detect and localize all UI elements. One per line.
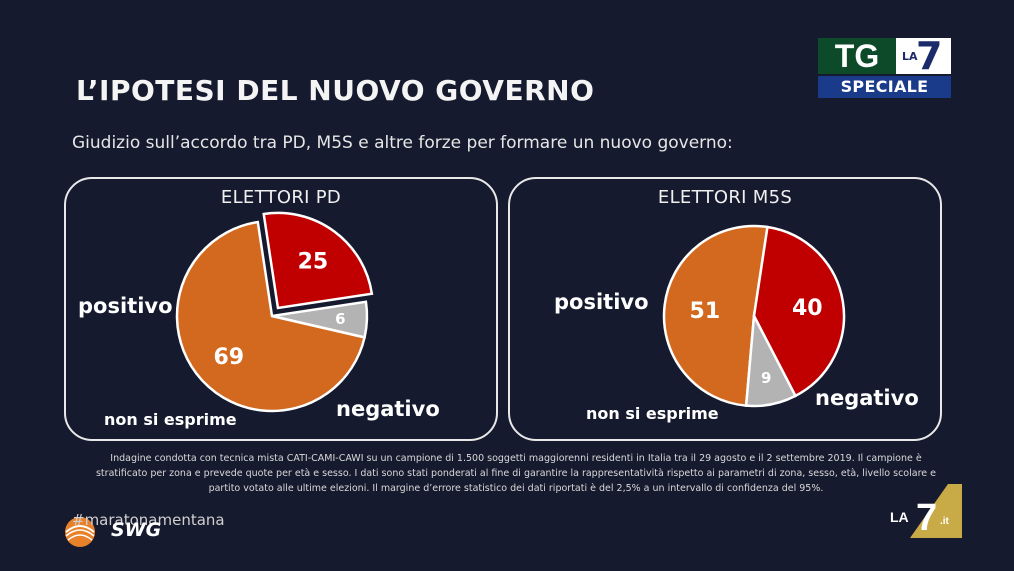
corner-la-label: LA <box>890 509 909 525</box>
label-negativo-pd: negativo <box>336 397 440 421</box>
methodology-footnote: Indagine condotta con tecnica mista CATI… <box>95 453 936 494</box>
pie-value-non-si-esprime-pd: 6 <box>335 310 345 328</box>
panel-elettori-m5s: ELETTORI M5S <box>508 177 942 441</box>
hashtag-label: #maratonamentana <box>72 511 225 529</box>
panel-title-pd: ELETTORI PD <box>220 187 342 208</box>
pie-slice-non-si-esprime-pd <box>271 300 369 339</box>
panel-title-m5s: ELETTORI M5S <box>657 187 793 208</box>
pie-slice-non-si-esprime-m5s <box>744 311 798 408</box>
pie-value-positivo-pd: 69 <box>213 345 244 370</box>
la-label: LA <box>902 50 918 63</box>
pie-value-non-si-esprime-m5s: 9 <box>761 369 771 387</box>
pie-slice-negativo-pd <box>262 211 374 310</box>
corner-it-label: .it <box>940 516 950 527</box>
label-non-si-esprime-pd: non si esprime <box>104 410 237 429</box>
pie-value-positivo-m5s: 51 <box>690 299 721 324</box>
speciale-label: SPECIALE <box>818 76 951 98</box>
tg-label: TG <box>818 38 896 74</box>
corner-seven-label: 7 <box>916 497 937 538</box>
swg-label: SWG <box>111 519 162 541</box>
tg-la7-speciale-logo: TG LA 7 SPECIALE <box>818 34 951 98</box>
pie-value-negativo-m5s: 40 <box>792 296 823 321</box>
panel-elettori-pd: ELETTORI PD <box>64 177 498 441</box>
pie-slice-positivo-pd <box>175 220 367 413</box>
label-positivo-m5s: positivo <box>554 290 649 314</box>
label-negativo-m5s: negativo <box>815 386 919 410</box>
pie-value-negativo-pd: 25 <box>298 249 329 274</box>
seven-label: 7 <box>916 34 943 78</box>
label-positivo-pd: positivo <box>78 294 173 318</box>
pie-slice-negativo-m5s <box>752 225 846 398</box>
swg-globe-icon <box>65 517 95 547</box>
page-title: L’IPOTESI DEL NUOVO GOVERNO <box>76 74 595 107</box>
label-non-si-esprime-m5s: non si esprime <box>586 404 719 423</box>
pie-slice-positivo-m5s <box>662 224 769 408</box>
la7-corner-logo: LA 7 .it <box>890 484 962 538</box>
page-subtitle: Giudizio sull’accordo tra PD, M5S e altr… <box>72 133 733 153</box>
